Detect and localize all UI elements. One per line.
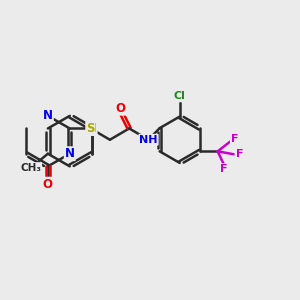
Text: N: N xyxy=(65,147,75,160)
Text: S: S xyxy=(86,122,95,135)
Text: CH₃: CH₃ xyxy=(20,163,41,173)
Text: O: O xyxy=(43,178,53,191)
Text: F: F xyxy=(236,149,243,159)
Text: N: N xyxy=(43,109,53,122)
Text: NH: NH xyxy=(139,135,158,145)
Text: Cl: Cl xyxy=(174,92,186,101)
Text: O: O xyxy=(115,102,125,115)
Text: N: N xyxy=(87,122,97,135)
Text: F: F xyxy=(231,134,238,144)
Text: F: F xyxy=(220,164,227,174)
